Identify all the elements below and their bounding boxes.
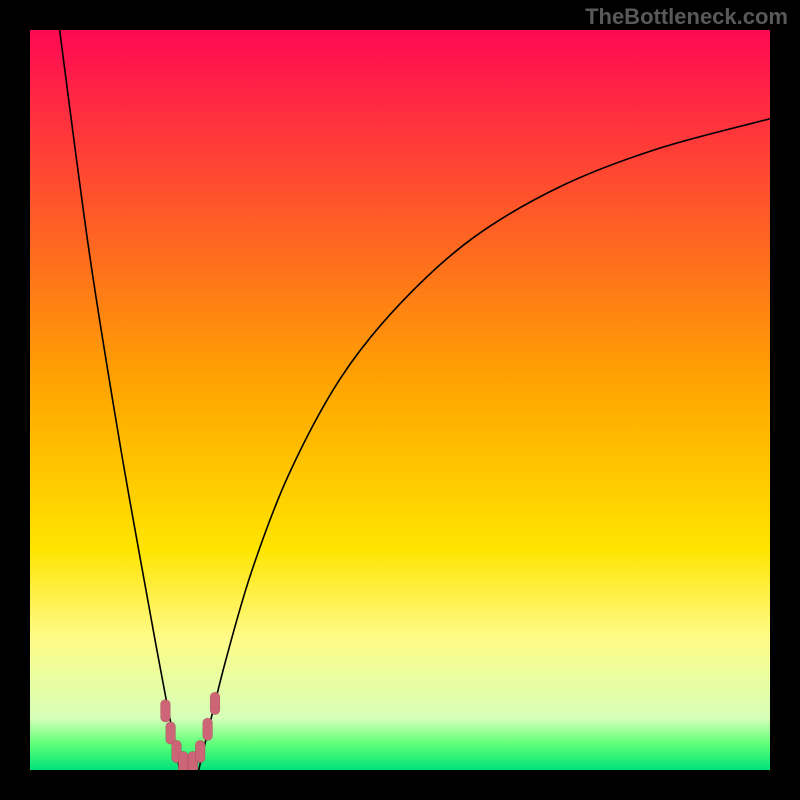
watermark-text: TheBottleneck.com <box>585 4 788 30</box>
chart-frame: TheBottleneck.com <box>0 0 800 800</box>
plot-svg <box>30 30 770 770</box>
plot-area <box>30 30 770 770</box>
marker-point <box>178 752 188 771</box>
marker-point <box>195 740 205 762</box>
marker-point <box>161 700 171 722</box>
marker-point <box>203 718 213 740</box>
marker-point <box>166 722 176 744</box>
marker-point <box>210 692 220 714</box>
plot-background <box>30 30 770 770</box>
